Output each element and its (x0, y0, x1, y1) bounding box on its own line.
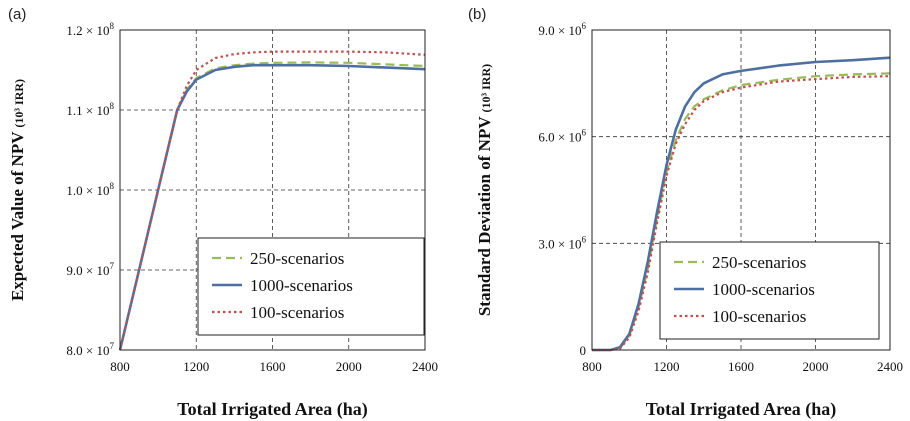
y-axis-title: Expected Value of NPV (10³ IRR) (8, 79, 27, 301)
y-tick-label: 1.1 × 108 (66, 101, 114, 118)
series-line-1000-scenarios (592, 56, 891, 352)
x-axis-title: Total Irrigated Area (ha) (646, 399, 837, 420)
x-tick-label: 2000 (803, 359, 829, 374)
x-axis-title: Total Irrigated Area (ha) (177, 399, 368, 420)
x-tick-label: 2400 (877, 359, 903, 374)
x-tick-label: 1200 (654, 359, 680, 374)
y-tick-label: 9.0 × 107 (66, 261, 114, 278)
series-line-250-scenarios (592, 72, 891, 352)
y-tick-label: 1.0 × 108 (66, 181, 114, 198)
x-tick-label: 800 (582, 359, 602, 374)
y-axis-title: Standard Deviation of NPV (10³ IRR) (475, 64, 494, 316)
chart-panel-a: (a) 800 1200 1600 2000 2400 8.0 × 107 9.0 × 107… (8, 6, 438, 420)
y-tick-label: 6.0 × 106 (538, 128, 586, 145)
legend-box (659, 241, 880, 340)
x-tick-label: 2400 (412, 359, 438, 374)
x-tick-label: 1600 (728, 359, 754, 374)
series-line-250-scenarios (118, 61, 426, 351)
x-tick-label: 1600 (260, 359, 286, 374)
legend-label: 250-scenarios (712, 253, 806, 272)
x-tick-label: 800 (110, 359, 130, 374)
y-tick-label: 8.0 × 107 (66, 341, 114, 358)
chart-panel-b: (b) 800 1200 1600 2000 2400 0 3.0 × 106 6.0 × 10… (468, 6, 903, 420)
y-tick-label: 9.0 × 106 (538, 21, 586, 38)
panel-label: (a) (8, 6, 26, 23)
legend-label: 1000-scenarios (250, 276, 353, 295)
panel-label: (b) (468, 6, 486, 23)
y-tick-label: 3.0 × 106 (538, 234, 586, 251)
legend-label: 250-scenarios (250, 249, 344, 268)
plot-frame (591, 29, 891, 351)
x-tick-label: 2000 (336, 359, 362, 374)
series-line-100-scenarios (592, 75, 891, 352)
series-line-100-scenarios (118, 50, 426, 351)
legend-box (197, 237, 425, 336)
plot-frame (119, 29, 426, 351)
legend-label: 100-scenarios (250, 303, 344, 322)
legend-label: 100-scenarios (712, 307, 806, 326)
legend-label: 1000-scenarios (712, 280, 815, 299)
y-tick-label: 1.2 × 108 (66, 21, 114, 38)
y-tick-label: 0 (580, 343, 587, 358)
x-tick-label: 1200 (183, 359, 209, 374)
